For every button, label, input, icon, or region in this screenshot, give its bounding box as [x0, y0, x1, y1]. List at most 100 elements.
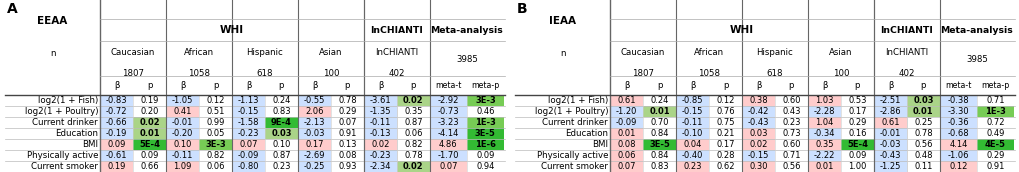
Text: 1.04: 1.04 — [814, 118, 833, 127]
Text: log2(1 + Poultry): log2(1 + Poultry) — [534, 107, 607, 116]
Text: -0.34: -0.34 — [813, 129, 835, 138]
Text: 0.09: 0.09 — [141, 151, 159, 160]
Text: -3.30: -3.30 — [947, 107, 968, 116]
Text: β: β — [246, 81, 251, 90]
Text: p: p — [788, 81, 794, 90]
Bar — [940, 150, 976, 161]
Text: -0.85: -0.85 — [681, 96, 702, 105]
Text: -0.11: -0.11 — [370, 118, 390, 127]
Bar — [609, 106, 642, 117]
Text: 0.19: 0.19 — [141, 96, 159, 105]
Bar — [430, 139, 467, 150]
Text: -0.01: -0.01 — [171, 118, 193, 127]
Text: -0.10: -0.10 — [681, 129, 702, 138]
Text: A: A — [6, 2, 17, 16]
Text: meta-p: meta-p — [980, 81, 1009, 90]
Text: 0.48: 0.48 — [913, 151, 931, 160]
Text: 0.03: 0.03 — [271, 129, 291, 138]
Bar — [467, 117, 503, 128]
Text: -0.20: -0.20 — [171, 129, 193, 138]
Text: -0.43: -0.43 — [747, 118, 768, 127]
Text: 5E-4: 5E-4 — [139, 140, 160, 149]
Text: Caucasian: Caucasian — [621, 48, 664, 57]
Bar — [166, 150, 199, 161]
Bar — [873, 117, 906, 128]
Bar — [166, 128, 199, 139]
Text: InCHIANTI: InCHIANTI — [884, 48, 927, 57]
Text: BMI: BMI — [591, 140, 607, 149]
Text: n: n — [50, 49, 55, 58]
Text: β: β — [179, 81, 185, 90]
Bar — [642, 106, 676, 117]
Text: -0.72: -0.72 — [106, 107, 127, 116]
Text: -0.25: -0.25 — [304, 162, 325, 171]
Text: log2(1 + Fish): log2(1 + Fish) — [547, 96, 607, 105]
Bar — [906, 106, 940, 117]
Bar — [430, 128, 467, 139]
Text: 0.23: 0.23 — [272, 162, 290, 171]
Bar — [199, 139, 231, 150]
Text: 0.60: 0.60 — [782, 140, 800, 149]
Text: -0.43: -0.43 — [878, 151, 901, 160]
Text: Meta-analysis: Meta-analysis — [430, 26, 502, 35]
Text: 0.87: 0.87 — [272, 151, 290, 160]
Text: 0.93: 0.93 — [338, 162, 357, 171]
Text: -2.34: -2.34 — [369, 162, 391, 171]
Text: -1.05: -1.05 — [171, 96, 193, 105]
Bar — [741, 150, 774, 161]
Bar — [807, 95, 840, 106]
Text: Current drinker: Current drinker — [33, 118, 98, 127]
Text: Current smoker: Current smoker — [541, 162, 607, 171]
Bar — [609, 95, 642, 106]
Bar — [100, 150, 132, 161]
Text: 1807: 1807 — [122, 69, 144, 78]
Bar — [609, 117, 642, 128]
Text: 0.91: 0.91 — [338, 129, 357, 138]
Bar — [676, 117, 708, 128]
Bar — [166, 139, 199, 150]
Text: 0.84: 0.84 — [650, 151, 668, 160]
Text: InCHIANTI: InCHIANTI — [375, 48, 418, 57]
Bar — [166, 117, 199, 128]
Bar — [132, 128, 166, 139]
Bar — [166, 106, 199, 117]
Text: 0.82: 0.82 — [404, 140, 422, 149]
Text: -0.15: -0.15 — [681, 107, 702, 116]
Text: 0.29: 0.29 — [985, 151, 1004, 160]
Text: -0.11: -0.11 — [171, 151, 193, 160]
Bar — [298, 106, 330, 117]
Text: IEAA: IEAA — [548, 16, 576, 26]
Text: β: β — [821, 81, 826, 90]
Bar — [467, 95, 503, 106]
Text: -0.09: -0.09 — [237, 151, 259, 160]
Bar — [100, 95, 132, 106]
Bar — [396, 95, 430, 106]
Text: -0.73: -0.73 — [437, 107, 459, 116]
Text: 0.82: 0.82 — [206, 151, 224, 160]
Text: -0.01: -0.01 — [879, 129, 900, 138]
Bar — [807, 150, 840, 161]
Text: 0.08: 0.08 — [338, 151, 357, 160]
Text: 1E-3: 1E-3 — [475, 118, 495, 127]
Text: 0.49: 0.49 — [985, 129, 1004, 138]
Bar — [430, 117, 467, 128]
Text: 4.14: 4.14 — [949, 140, 967, 149]
Text: 0.10: 0.10 — [173, 140, 192, 149]
Text: -3.61: -3.61 — [369, 96, 391, 105]
Text: 0.06: 0.06 — [616, 151, 635, 160]
Text: meta-t: meta-t — [435, 81, 462, 90]
Bar — [430, 106, 467, 117]
Text: p: p — [344, 81, 350, 90]
Text: -0.03: -0.03 — [878, 140, 901, 149]
Bar — [609, 161, 642, 172]
Text: -0.23: -0.23 — [237, 129, 259, 138]
Text: 0.02: 0.02 — [403, 162, 423, 171]
Text: 0.02: 0.02 — [403, 96, 423, 105]
Bar — [940, 95, 976, 106]
Bar — [940, 139, 976, 150]
Text: p: p — [656, 81, 661, 90]
Text: -0.36: -0.36 — [947, 118, 968, 127]
Text: 0.08: 0.08 — [616, 140, 635, 149]
Text: 0.20: 0.20 — [141, 107, 159, 116]
Bar — [741, 128, 774, 139]
